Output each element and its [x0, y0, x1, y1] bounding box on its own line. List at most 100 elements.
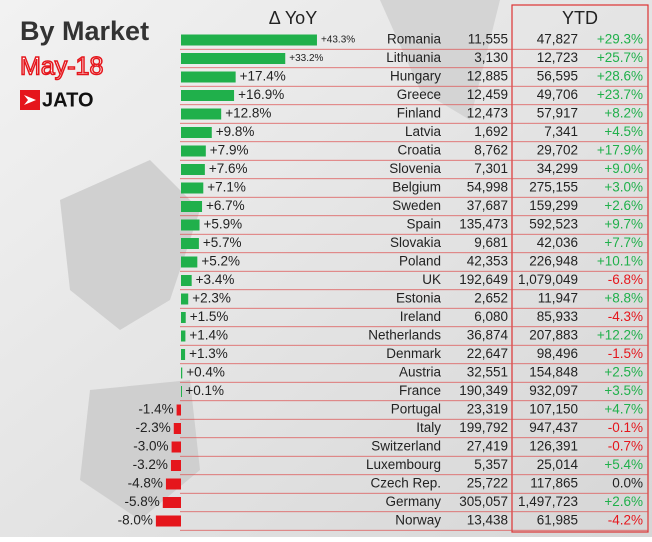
bar	[181, 90, 235, 101]
value-label: -8.0%	[118, 513, 153, 528]
value-label: +3.4%	[196, 272, 235, 287]
ytd-change: +4.7%	[604, 402, 643, 417]
may-volume: 192,649	[459, 272, 508, 287]
market-name: Czech Rep.	[370, 476, 441, 491]
logo-text: JATO	[42, 89, 94, 111]
may-volume: 3,130	[474, 50, 508, 65]
ytd-volume: 98,496	[537, 346, 578, 361]
ytd-volume: 592,523	[529, 217, 578, 232]
value-label: +2.3%	[192, 291, 231, 306]
ytd-header: YTD	[562, 8, 598, 28]
ytd-volume: 56,595	[537, 69, 578, 84]
value-label: +7.9%	[210, 143, 249, 158]
may-volume: 13,438	[467, 513, 508, 528]
ytd-change: +3.5%	[604, 383, 643, 398]
ytd-volume: 126,391	[529, 439, 578, 454]
ytd-volume: 207,883	[529, 328, 578, 343]
may-volume: 135,473	[459, 217, 508, 232]
ytd-change: 0.0%	[612, 476, 643, 491]
value-label: +5.7%	[203, 235, 242, 250]
value-label: +7.1%	[207, 180, 246, 195]
ytd-volume: 85,933	[537, 309, 578, 324]
market-name: Hungary	[390, 69, 441, 84]
bar	[181, 164, 205, 175]
ytd-change: +9.7%	[604, 217, 643, 232]
market-name: Netherlands	[368, 328, 441, 343]
ytd-change: +3.0%	[604, 180, 643, 195]
ytd-change: -1.5%	[608, 346, 643, 361]
market-name: Austria	[399, 365, 442, 380]
logo-arrow	[24, 95, 36, 105]
ytd-volume: 1,497,723	[518, 494, 578, 509]
ytd-change: -4.3%	[608, 309, 643, 324]
may-volume: 190,349	[459, 383, 508, 398]
may-volume: 2,652	[474, 291, 508, 306]
bar	[181, 127, 212, 138]
ytd-change: +28.6%	[597, 69, 643, 84]
value-label: -5.8%	[125, 494, 160, 509]
value-label: -3.2%	[133, 457, 168, 472]
bar	[181, 238, 199, 249]
bar	[181, 330, 186, 342]
market-name: Spain	[406, 217, 441, 232]
market-name: Switzerland	[371, 439, 441, 454]
ytd-volume: 25,014	[537, 457, 579, 472]
may-volume: 11,555	[468, 32, 508, 47]
ytd-volume: 117,865	[530, 476, 578, 491]
bar	[162, 497, 181, 508]
market-name: Germany	[385, 494, 441, 509]
bar	[181, 108, 222, 120]
ytd-volume: 47,827	[537, 32, 578, 47]
may-volume: 12,459	[467, 87, 508, 102]
ytd-change: +4.5%	[604, 124, 643, 139]
value-label: -1.4%	[138, 402, 173, 417]
ytd-change: +8.8%	[604, 291, 643, 306]
ytd-volume: 11,947	[538, 291, 578, 306]
may-volume: 36,874	[467, 328, 509, 343]
may-volume: 1,692	[474, 124, 508, 139]
ytd-volume: 1,079,049	[518, 272, 578, 287]
may-volume: 7,301	[474, 161, 508, 176]
may-volume: 8,762	[474, 143, 508, 158]
ytd-change: -0.7%	[608, 439, 643, 454]
value-label: +5.2%	[201, 254, 240, 269]
value-label: +7.6%	[209, 161, 248, 176]
may-volume: 12,473	[467, 106, 508, 121]
ytd-change: -4.2%	[608, 513, 643, 528]
may-volume: 25,722	[467, 476, 508, 491]
market-name: Romania	[387, 32, 442, 47]
ytd-volume: 947,437	[529, 420, 578, 435]
bar	[173, 423, 181, 434]
value-label: +16.9%	[238, 87, 284, 102]
may-volume: 54,998	[467, 180, 508, 195]
bar	[170, 460, 181, 471]
market-name: Denmark	[386, 346, 441, 361]
market-name: Lithuania	[386, 50, 441, 65]
bar	[181, 53, 286, 64]
value-label: +5.9%	[204, 217, 243, 232]
ytd-change: +12.2%	[597, 328, 643, 343]
value-label: -3.0%	[133, 439, 168, 454]
ytd-change: +9.0%	[604, 161, 643, 176]
value-label: +1.4%	[189, 328, 228, 343]
may-volume: 5,357	[474, 457, 508, 472]
ytd-change: +2.6%	[604, 198, 643, 213]
may-volume: 42,353	[467, 254, 508, 269]
value-label: +9.8%	[216, 124, 255, 139]
ytd-volume: 12,723	[537, 50, 578, 65]
market-name: Finland	[397, 106, 441, 121]
value-label: +0.4%	[186, 365, 225, 380]
value-header: Δ YoY	[269, 8, 317, 28]
ytd-change: +2.6%	[604, 494, 643, 509]
market-name: Belgium	[392, 180, 441, 195]
ytd-volume: 226,948	[529, 254, 578, 269]
may-volume: 27,419	[467, 439, 508, 454]
chart-title: By Market	[20, 16, 149, 46]
bar	[181, 293, 189, 305]
ytd-change: -6.8%	[608, 272, 643, 287]
bar	[165, 478, 181, 490]
market-name: Poland	[399, 254, 441, 269]
ytd-change: +7.7%	[604, 235, 643, 250]
ytd-volume: 29,702	[537, 143, 578, 158]
